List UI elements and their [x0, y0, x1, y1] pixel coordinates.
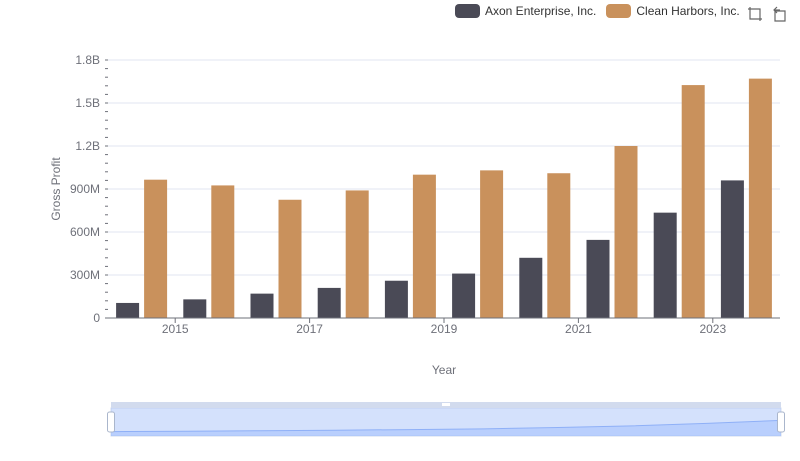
- y-tick-label: 0: [93, 311, 100, 325]
- bar-clean-harbors-2017[interactable]: [345, 190, 369, 318]
- datazoom-slider[interactable]: [107, 402, 785, 437]
- toolbox: [747, 6, 787, 22]
- x-tick-label: 2021: [565, 322, 592, 336]
- x-tick-label: 2015: [162, 322, 189, 336]
- y-tick-label: 1.8B: [75, 53, 100, 67]
- bar-clean-harbors-2019[interactable]: [480, 170, 504, 318]
- bar-axon-2014[interactable]: [116, 302, 140, 318]
- datazoom-preview-area: [111, 420, 781, 436]
- x-axis-labels: 2015 2017 2019 2021 2023: [162, 318, 726, 336]
- bar-clean-harbors-2020[interactable]: [547, 173, 571, 318]
- bar-clean-harbors-2014[interactable]: [144, 179, 168, 318]
- bars: [116, 78, 772, 318]
- bar-axon-2021[interactable]: [586, 239, 610, 318]
- bar-axon-2019[interactable]: [452, 273, 476, 318]
- bar-axon-2016[interactable]: [250, 293, 274, 318]
- legend-label-axon: Axon Enterprise, Inc.: [485, 4, 597, 18]
- legend-item-axon[interactable]: Axon Enterprise, Inc.: [455, 4, 596, 18]
- datazoom-grip-icon: [442, 403, 450, 406]
- bar-axon-2022[interactable]: [653, 212, 677, 318]
- legend: Axon Enterprise, Inc. Clean Harbors, Inc…: [455, 4, 750, 18]
- grid-lines: [108, 59, 780, 276]
- bar-clean-harbors-2023[interactable]: [748, 78, 772, 318]
- datazoom-left-handle[interactable]: [107, 411, 115, 433]
- x-axis-title: Year: [432, 363, 456, 377]
- legend-swatch-axon: [455, 4, 480, 18]
- bar-axon-2018[interactable]: [384, 280, 408, 318]
- legend-swatch-clean-harbors: [606, 4, 632, 18]
- y-minor-ticks: [105, 59, 108, 319]
- y-tick-label: 1.2B: [75, 139, 100, 153]
- x-tick-label: 2017: [296, 322, 323, 336]
- bar-clean-harbors-2016[interactable]: [278, 199, 302, 318]
- y-tick-label: 900M: [70, 182, 100, 196]
- legend-label-clean-harbors: Clean Harbors, Inc.: [636, 4, 740, 18]
- y-tick-label: 1.5B: [75, 96, 100, 110]
- x-tick-label: 2019: [431, 322, 458, 336]
- bar-clean-harbors-2018[interactable]: [412, 174, 436, 318]
- bar-clean-harbors-2022[interactable]: [681, 85, 705, 318]
- x-tick-label: 2023: [699, 322, 726, 336]
- bar-axon-2023[interactable]: [720, 180, 744, 318]
- bar-axon-2017[interactable]: [317, 287, 341, 318]
- bar-clean-harbors-2021[interactable]: [614, 146, 638, 318]
- restore-icon[interactable]: [771, 6, 787, 22]
- y-axis-title: Gross Profit: [49, 157, 63, 221]
- y-tick-label: 300M: [70, 268, 100, 282]
- legend-item-clean-harbors[interactable]: Clean Harbors, Inc.: [606, 4, 740, 18]
- datazoom-right-handle[interactable]: [777, 411, 785, 433]
- y-axis-labels: 0 300M 600M 900M 1.2B 1.5B 1.8B: [70, 53, 100, 325]
- bar-clean-harbors-2015[interactable]: [211, 185, 235, 318]
- bar-axon-2015[interactable]: [183, 299, 207, 318]
- bar-axon-2020[interactable]: [519, 257, 543, 318]
- datazoom-preview-line: [110, 419, 782, 433]
- data-zoom-icon[interactable]: [747, 6, 763, 22]
- y-tick-label: 600M: [70, 225, 100, 239]
